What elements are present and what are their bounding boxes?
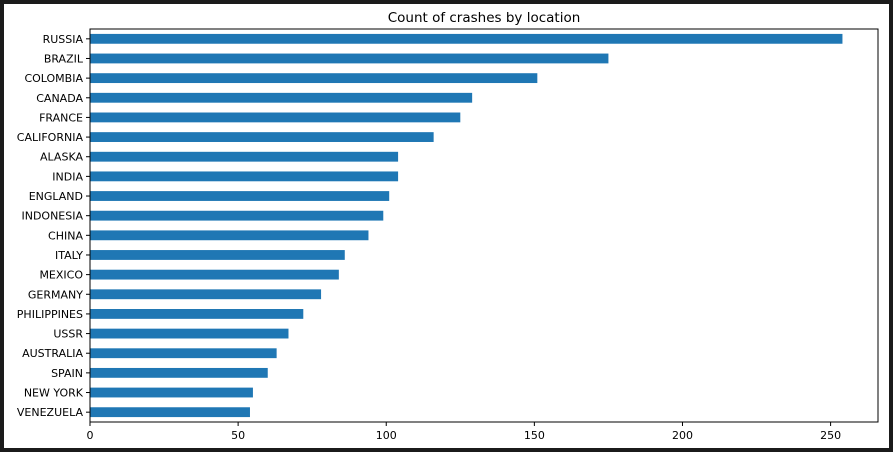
bar-india	[90, 171, 399, 182]
y-tick-label-california: CALIFORNIA	[17, 131, 84, 144]
bars-group	[90, 33, 843, 418]
x-tick-label-150: 150	[524, 429, 545, 442]
y-tick-label-india: INDIA	[52, 170, 83, 183]
bar-california	[90, 132, 434, 142]
y-tick-label-france: FRANCE	[39, 111, 83, 124]
bar-england	[90, 191, 390, 201]
bar-venezuela	[90, 407, 250, 418]
bar-brazil	[90, 53, 609, 64]
y-tick-label-russia: RUSSIA	[43, 33, 84, 46]
chart-figure: Count of crashes by location RUSSIA BRAZI…	[4, 4, 889, 448]
y-tick-label-venezuela: VENEZUELA	[17, 406, 84, 419]
y-tick-label-spain: SPAIN	[51, 367, 83, 380]
y-tick-label-australia: AUSTRALIA	[22, 347, 83, 360]
bar-italy	[90, 250, 345, 260]
bar-canada	[90, 92, 473, 103]
bar-germany	[90, 289, 322, 300]
x-tick-label-100: 100	[376, 429, 397, 442]
bar-ussr	[90, 328, 289, 339]
x-tick-label-250: 250	[820, 429, 841, 442]
bar-new-york	[90, 387, 253, 398]
y-tick-label-england: ENGLAND	[29, 190, 83, 203]
bar-russia	[90, 33, 843, 44]
x-ticks: 0 50 100 150 200 250	[87, 422, 841, 442]
y-tick-label-china: CHINA	[48, 229, 83, 242]
y-tick-label-indonesia: INDONESIA	[21, 210, 83, 223]
bar-france	[90, 112, 461, 123]
bar-chart: Count of crashes by location RUSSIA BRAZI…	[17, 10, 879, 442]
bar-indonesia	[90, 210, 384, 221]
y-tick-labels: RUSSIA BRAZIL COLOMBIA CANADA FRANCE CALIFORN…	[17, 33, 90, 419]
y-tick-label-alaska: ALASKA	[40, 151, 83, 164]
y-tick-label-germany: GERMANY	[28, 288, 83, 301]
x-tick-label-0: 0	[87, 429, 94, 442]
chart-title: Count of crashes by location	[388, 10, 581, 26]
y-tick-label-brazil: BRAZIL	[44, 52, 84, 65]
x-tick-label-200: 200	[672, 429, 693, 442]
bar-mexico	[90, 269, 339, 280]
bar-china	[90, 230, 369, 241]
y-tick-label-italy: ITALY	[55, 249, 83, 262]
y-tick-label-colombia: COLOMBIA	[24, 72, 83, 85]
plot-frame	[89, 28, 879, 423]
y-tick-label-canada: CANADA	[36, 92, 83, 105]
y-tick-label-ussr: USSR	[53, 328, 83, 341]
y-tick-label-new-york: NEW YORK	[24, 387, 84, 400]
bar-philippines	[90, 309, 304, 319]
bar-alaska	[90, 151, 399, 162]
bar-australia	[90, 348, 277, 359]
bar-colombia	[90, 73, 538, 84]
x-tick-label-50: 50	[231, 429, 245, 442]
bar-spain	[90, 367, 268, 378]
y-tick-label-mexico: MEXICO	[39, 269, 83, 282]
y-tick-label-philippines: PHILIPPINES	[17, 308, 83, 321]
